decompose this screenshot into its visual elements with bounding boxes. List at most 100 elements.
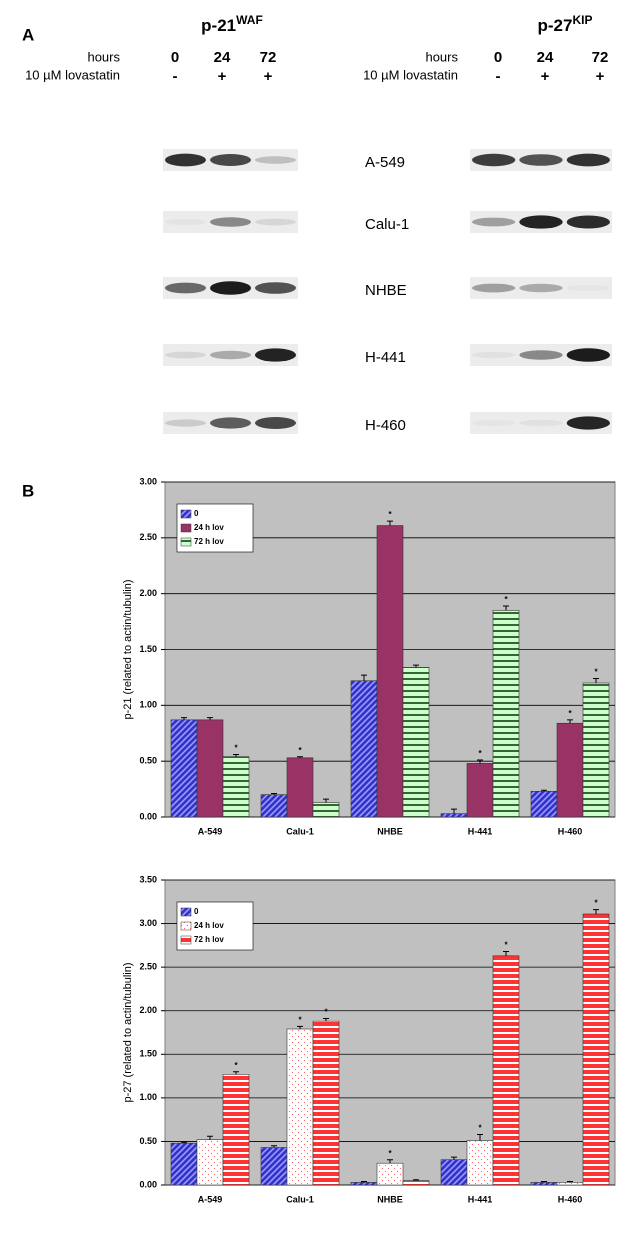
blot-band bbox=[165, 419, 206, 426]
bar bbox=[171, 1143, 197, 1185]
bar bbox=[287, 758, 313, 817]
blot-band bbox=[255, 219, 296, 226]
bar bbox=[377, 526, 403, 817]
legend-swatch bbox=[181, 908, 191, 916]
treatment-value: + bbox=[541, 68, 550, 85]
cell-line-label: Calu-1 bbox=[365, 216, 409, 233]
legend-swatch bbox=[181, 538, 191, 546]
bar bbox=[441, 1160, 467, 1185]
blot-band bbox=[165, 219, 206, 225]
row-label: hours bbox=[87, 49, 120, 64]
protein-superscript: WAF bbox=[236, 13, 263, 27]
bar bbox=[583, 683, 609, 817]
row-label: 10 µM lovastatin bbox=[363, 67, 458, 82]
x-tick-label: Calu-1 bbox=[286, 826, 314, 836]
cell-line-label: H-441 bbox=[365, 349, 406, 366]
blot-band bbox=[210, 154, 251, 166]
bar bbox=[467, 763, 493, 817]
figure: Ap-21WAF hours 10 µM lovastatin 0 24 72 - + + p-2… bbox=[0, 0, 625, 1241]
blot-band bbox=[567, 348, 610, 362]
y-axis-label: p-27 (related to actin/tubulin) bbox=[122, 962, 134, 1102]
bar bbox=[171, 720, 197, 817]
blot-band bbox=[567, 285, 610, 291]
legend-label: 72 h lov bbox=[194, 537, 224, 546]
hours-value: 0 bbox=[171, 49, 179, 66]
blot-band bbox=[519, 350, 562, 360]
blot-band bbox=[472, 218, 515, 227]
bar bbox=[583, 914, 609, 1185]
bar bbox=[403, 667, 429, 817]
x-tick-label: NHBE bbox=[377, 826, 403, 836]
y-tick-label: 1.50 bbox=[139, 1049, 157, 1059]
y-tick-label: 0.00 bbox=[139, 1179, 157, 1189]
blot-band bbox=[165, 154, 206, 167]
y-tick-label: 1.50 bbox=[139, 644, 157, 654]
blot-band bbox=[210, 217, 251, 227]
protein-superscript: KIP bbox=[572, 13, 592, 27]
protein-name: p-27 bbox=[538, 16, 573, 35]
x-tick-label: NHBE bbox=[377, 1194, 403, 1204]
blot-band bbox=[210, 351, 251, 359]
blot-band bbox=[255, 417, 296, 429]
bar bbox=[197, 1140, 223, 1185]
blot-band bbox=[567, 154, 610, 167]
bar bbox=[197, 720, 223, 817]
blot-band bbox=[472, 154, 515, 166]
blot-title: p-27KIP bbox=[538, 13, 593, 35]
protein-name: p-21 bbox=[201, 16, 236, 35]
hours-value: 0 bbox=[494, 49, 502, 66]
blot-band bbox=[472, 352, 515, 358]
legend-swatch bbox=[181, 510, 191, 518]
blot-band bbox=[255, 282, 296, 294]
legend-swatch bbox=[181, 524, 191, 532]
y-tick-label: 2.00 bbox=[139, 588, 157, 598]
x-tick-label: A-549 bbox=[198, 826, 223, 836]
panel-label: A bbox=[22, 25, 34, 44]
row-label: hours bbox=[425, 49, 458, 64]
row-label: 10 µM lovastatin bbox=[25, 67, 120, 82]
x-tick-label: Calu-1 bbox=[286, 1194, 314, 1204]
treatment-value: + bbox=[264, 68, 273, 85]
blot-band bbox=[519, 420, 562, 426]
y-tick-label: 2.50 bbox=[139, 962, 157, 972]
legend-label: 24 h lov bbox=[194, 523, 224, 532]
y-tick-label: 3.50 bbox=[139, 874, 157, 884]
bar bbox=[493, 956, 519, 1185]
blot-band bbox=[165, 283, 206, 294]
hours-value: 24 bbox=[537, 49, 554, 66]
cell-line-label: A-549 bbox=[365, 154, 405, 171]
y-tick-label: 3.00 bbox=[139, 918, 157, 928]
legend-swatch bbox=[181, 922, 191, 930]
cell-line-label: NHBE bbox=[365, 282, 407, 299]
treatment-value: - bbox=[496, 68, 501, 85]
bar bbox=[441, 814, 467, 817]
bar bbox=[261, 1148, 287, 1185]
bar bbox=[351, 1182, 377, 1185]
blot-band bbox=[472, 420, 515, 426]
treatment-value: + bbox=[596, 68, 605, 85]
legend-label: 0 bbox=[194, 907, 199, 916]
y-tick-label: 0.00 bbox=[139, 811, 157, 821]
bar bbox=[403, 1181, 429, 1185]
hours-value: 72 bbox=[592, 49, 609, 66]
y-axis-label: p-21 (related to actin/tubulin) bbox=[122, 579, 134, 719]
legend-label: 72 h lov bbox=[194, 935, 224, 944]
blot-band bbox=[165, 352, 206, 359]
blot-band bbox=[472, 284, 515, 293]
x-tick-label: H-460 bbox=[558, 1194, 583, 1204]
bar bbox=[467, 1141, 493, 1185]
y-tick-label: 1.00 bbox=[139, 1092, 157, 1102]
y-tick-label: 0.50 bbox=[139, 1136, 157, 1146]
x-tick-label: H-441 bbox=[468, 1194, 493, 1204]
bar bbox=[531, 1182, 557, 1185]
y-tick-label: 2.50 bbox=[139, 532, 157, 542]
legend-swatch bbox=[181, 936, 191, 944]
blot-band bbox=[567, 416, 610, 429]
bar bbox=[313, 1021, 339, 1185]
blot-band bbox=[519, 215, 562, 228]
treatment-value: + bbox=[218, 68, 227, 85]
bar bbox=[531, 791, 557, 817]
legend-label: 24 h lov bbox=[194, 921, 224, 930]
cell-line-label: H-460 bbox=[365, 417, 406, 434]
hours-value: 24 bbox=[214, 49, 231, 66]
